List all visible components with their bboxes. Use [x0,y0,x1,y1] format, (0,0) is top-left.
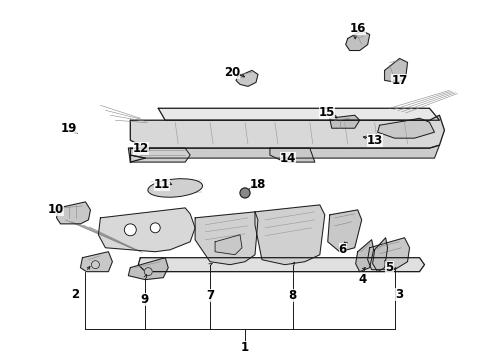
Text: 9: 9 [140,293,148,306]
Polygon shape [215,235,242,255]
Text: 16: 16 [349,22,366,35]
Polygon shape [328,210,362,252]
Ellipse shape [148,179,202,197]
Polygon shape [195,212,258,265]
Text: 1: 1 [241,341,249,354]
Circle shape [240,188,250,198]
Text: 5: 5 [386,261,393,274]
Polygon shape [372,238,388,272]
Circle shape [124,224,136,236]
Text: 6: 6 [339,243,347,256]
Text: 17: 17 [392,74,408,87]
Text: 20: 20 [224,66,240,79]
Text: 3: 3 [395,288,404,301]
Text: 11: 11 [154,179,171,192]
Polygon shape [56,202,91,224]
Circle shape [150,223,160,233]
Polygon shape [128,258,168,280]
Polygon shape [138,258,424,272]
Text: 15: 15 [318,106,335,119]
Circle shape [144,268,152,276]
Polygon shape [346,31,369,50]
Text: 18: 18 [250,179,266,192]
Text: 4: 4 [359,273,367,286]
Text: 14: 14 [280,152,296,165]
Polygon shape [80,252,112,272]
Text: 13: 13 [367,134,383,147]
Polygon shape [236,71,258,86]
Text: 12: 12 [133,141,149,155]
Polygon shape [330,115,360,128]
Polygon shape [356,240,374,272]
Polygon shape [130,145,440,158]
Polygon shape [270,148,315,162]
Polygon shape [128,148,190,162]
Polygon shape [158,108,440,120]
Polygon shape [255,205,325,265]
Text: 19: 19 [60,122,77,135]
Polygon shape [130,115,444,148]
Text: 2: 2 [72,288,79,301]
Circle shape [92,261,99,269]
Text: 7: 7 [206,289,214,302]
Text: 8: 8 [289,289,297,302]
Text: 10: 10 [48,203,64,216]
Polygon shape [98,208,195,252]
Polygon shape [378,118,435,138]
Polygon shape [385,58,408,82]
Polygon shape [368,238,410,270]
